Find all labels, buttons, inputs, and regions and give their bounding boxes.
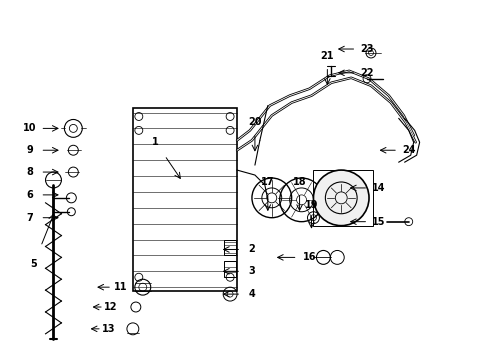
Bar	[224, 261, 236, 277]
Text: 3: 3	[248, 266, 255, 276]
Text: 9: 9	[26, 145, 33, 155]
Text: 12: 12	[104, 302, 118, 312]
Text: 23: 23	[360, 44, 373, 54]
Text: 22: 22	[360, 68, 373, 78]
Text: 10: 10	[23, 123, 36, 134]
Text: 1: 1	[152, 137, 159, 147]
Text: 16: 16	[302, 252, 316, 262]
Text: 18: 18	[292, 177, 306, 187]
Text: 4: 4	[248, 289, 255, 299]
Bar	[313, 170, 372, 226]
Bar	[133, 108, 237, 291]
Text: 24: 24	[401, 145, 415, 155]
Circle shape	[313, 170, 368, 226]
Text: 7: 7	[26, 213, 33, 223]
Text: 2: 2	[248, 244, 255, 255]
Text: 20: 20	[248, 117, 261, 127]
Text: 6: 6	[26, 190, 33, 200]
Bar	[224, 239, 236, 255]
Text: 17: 17	[261, 177, 274, 187]
Text: 19: 19	[304, 200, 318, 210]
Text: 5: 5	[30, 259, 37, 269]
Text: 15: 15	[371, 217, 385, 227]
Text: 11: 11	[114, 282, 127, 292]
Text: 21: 21	[320, 51, 333, 61]
Text: 8: 8	[26, 167, 33, 177]
Text: 14: 14	[371, 183, 385, 193]
Text: 13: 13	[102, 324, 116, 334]
